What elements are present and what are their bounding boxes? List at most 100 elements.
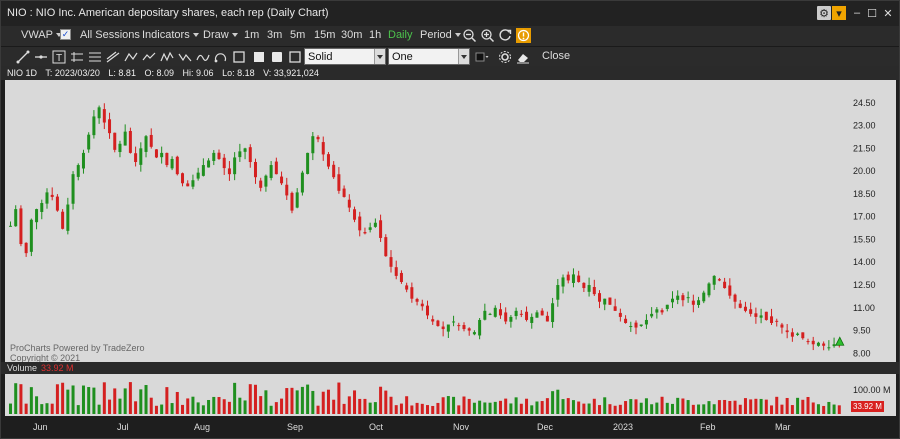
candle-body <box>181 173 185 184</box>
volume-bar <box>801 399 805 414</box>
candle-body <box>19 208 23 245</box>
all-sessions-checkbox[interactable]: ✓ <box>60 29 71 40</box>
candle-body <box>545 315 549 322</box>
volume-bar <box>139 389 143 414</box>
volume-bar <box>561 399 565 414</box>
last-price-marker <box>835 336 845 346</box>
eraser-icon[interactable] <box>516 50 530 64</box>
volume-bar <box>618 404 622 414</box>
candle-body <box>738 303 742 308</box>
candlestick-chart[interactable]: 24.50 23.00 21.50 20.00 18.50 17.00 15.50 14.00… <box>5 80 896 364</box>
interval-5m[interactable]: 5m <box>290 29 306 41</box>
period-dropdown[interactable]: Period <box>420 29 461 41</box>
info-badge-icon[interactable] <box>516 28 531 43</box>
arrow-line-icon[interactable] <box>142 50 156 64</box>
candle-body <box>295 192 299 208</box>
volume-bar <box>191 396 195 414</box>
volume-bar <box>796 397 800 414</box>
volume-bar <box>483 402 487 414</box>
volume-bar <box>76 405 80 414</box>
ellipse-icon[interactable] <box>270 50 284 64</box>
x-tick-dec: Dec <box>537 422 554 432</box>
candle-body <box>24 242 28 254</box>
candle-body <box>504 312 508 322</box>
curve-icon[interactable] <box>196 50 210 64</box>
arc-icon[interactable] <box>214 50 228 64</box>
volume-bar <box>759 398 763 414</box>
volume-current-value: 33.92 M <box>41 363 74 373</box>
candle-body <box>399 272 403 282</box>
volume-bar <box>697 404 701 414</box>
ray-icon[interactable] <box>106 50 120 64</box>
volume-panel[interactable] <box>5 374 896 416</box>
x-tick-oct: Oct <box>369 422 384 432</box>
volume-bar <box>316 405 320 414</box>
indicators-dropdown[interactable]: Indicators <box>142 29 199 41</box>
fibonacci-icon[interactable] <box>88 50 102 64</box>
volume-bar <box>639 402 643 414</box>
interval-3m[interactable]: 3m <box>267 29 283 41</box>
interval-30m[interactable]: 30m <box>341 29 363 41</box>
candle-body <box>87 134 91 150</box>
candle-body <box>457 325 461 327</box>
interval-1h[interactable]: 1h <box>369 29 382 41</box>
zoom-out-icon[interactable] <box>462 28 477 43</box>
text-tool-icon[interactable]: T <box>52 50 66 64</box>
price-chart-panel[interactable] <box>5 80 896 364</box>
vwap-dropdown[interactable]: VWAP <box>21 29 62 41</box>
trend-line-icon[interactable] <box>16 50 30 64</box>
line-width-select[interactable]: One <box>388 48 470 65</box>
candle-body <box>154 149 158 158</box>
close-drawing-button[interactable]: Close <box>542 50 571 62</box>
reset-chart-icon[interactable] <box>498 28 513 43</box>
volume-bar <box>134 401 138 414</box>
wave-icon[interactable] <box>178 50 192 64</box>
horizontal-line-icon[interactable] <box>34 50 48 64</box>
zoom-in-icon[interactable] <box>480 28 495 43</box>
candle-body <box>650 313 654 317</box>
candle-body <box>717 279 721 281</box>
volume-bar <box>676 397 680 414</box>
volume-bar <box>24 403 28 414</box>
candle-body <box>55 196 59 211</box>
candle-body <box>253 161 257 178</box>
y-tick-label: 9.50 <box>853 326 871 336</box>
volume-bar <box>201 405 205 414</box>
interval-1m[interactable]: 1m <box>244 29 260 41</box>
volume-bar <box>149 397 153 414</box>
close-window-icon[interactable]: ✕ <box>883 7 893 20</box>
candle-body <box>118 143 122 153</box>
candle-body <box>816 342 820 346</box>
interval-15m[interactable]: 15m <box>314 29 336 41</box>
interval-daily[interactable]: Daily <box>388 29 413 41</box>
candle-body <box>691 300 695 305</box>
draw-dropdown[interactable]: Draw <box>203 29 238 41</box>
minimize-icon[interactable]: – <box>853 7 861 19</box>
volume-bar <box>248 384 252 414</box>
pitchfork-icon[interactable] <box>124 50 138 64</box>
maximize-icon[interactable]: ☐ <box>867 7 877 20</box>
x-tick-nov: Nov <box>453 422 470 432</box>
frame-icon[interactable] <box>288 50 302 64</box>
settings-icon[interactable]: ⚙ <box>817 6 831 20</box>
volume-bar <box>478 400 482 414</box>
candle-body <box>686 297 690 299</box>
candle-body <box>467 328 471 331</box>
volume-bar <box>300 386 304 414</box>
volume-bar <box>754 398 758 414</box>
line-style-select[interactable]: Solid <box>304 48 386 65</box>
rectangle-icon[interactable] <box>232 50 246 64</box>
volume-bar <box>123 388 127 414</box>
filled-rectangle-icon[interactable] <box>252 50 266 64</box>
color-picker-icon[interactable] <box>475 50 489 64</box>
volume-bar <box>212 396 216 414</box>
drawing-settings-icon[interactable] <box>498 50 512 64</box>
volume-bar <box>472 402 476 414</box>
zigzag-icon[interactable] <box>160 50 174 64</box>
channel-icon[interactable] <box>70 50 84 64</box>
volume-bar <box>373 402 377 414</box>
volume-axis-label: 100.00 M <box>853 385 891 395</box>
date-axis <box>5 416 896 438</box>
link-color-icon[interactable]: ▾ <box>832 6 846 20</box>
volume-bar <box>259 396 263 414</box>
